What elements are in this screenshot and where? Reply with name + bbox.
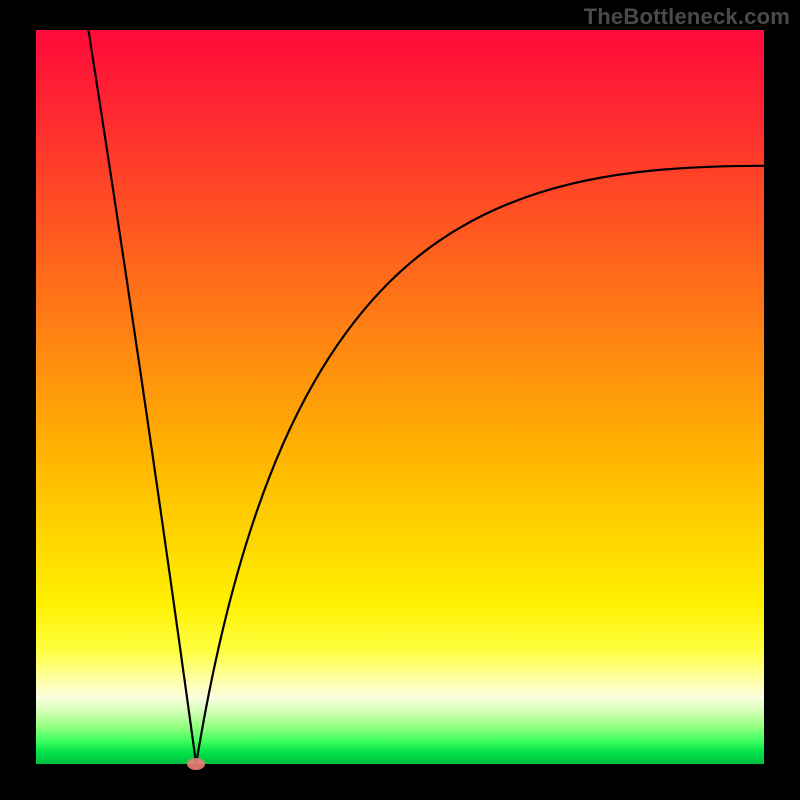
bottleneck-curve	[36, 30, 764, 764]
plot-area	[36, 30, 764, 764]
chart-container: TheBottleneck.com	[0, 0, 800, 800]
curve-path	[88, 30, 764, 764]
watermark-text: TheBottleneck.com	[584, 4, 790, 30]
minimum-marker-dot	[187, 758, 205, 770]
minimum-marker	[185, 756, 207, 772]
